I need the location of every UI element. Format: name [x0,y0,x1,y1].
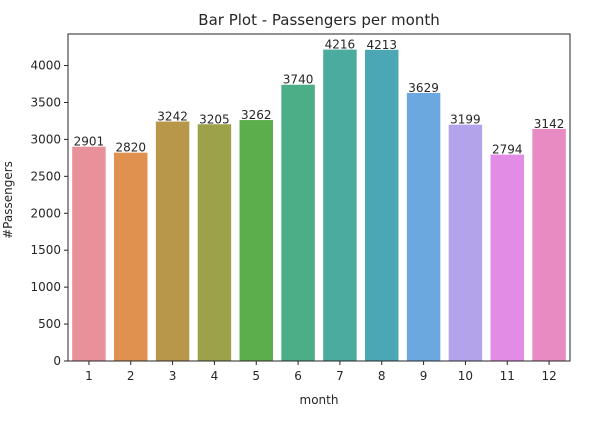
y-axis-title: #Passengers [1,161,15,239]
data-label-month-3: 3242 [157,110,188,124]
x-tick-label: 8 [378,369,386,383]
y-tick-label: 0 [53,354,61,368]
bar-month-3 [155,121,190,361]
data-label-month-6: 3740 [283,73,314,87]
y-tick-label: 3500 [30,95,61,109]
bar-month-9 [406,92,441,361]
data-label-month-5: 3262 [241,108,272,122]
x-tick-label: 11 [500,369,515,383]
y-tick-label: 2500 [30,169,61,183]
y-tick-label: 4000 [30,59,61,73]
bar-month-10 [448,124,483,362]
x-tick-label: 1 [85,369,93,383]
y-tick-label: 2000 [30,206,61,220]
y-tick-label: 3000 [30,132,61,146]
data-label-month-8: 4213 [366,38,397,52]
x-tick-label: 9 [420,369,428,383]
data-label-month-2: 2820 [115,141,146,155]
y-tick-label: 1500 [30,243,61,257]
plot-frame [67,33,571,362]
x-tick-label: 4 [211,369,219,383]
x-tick-label: 7 [336,369,344,383]
data-label-month-7: 4216 [325,38,356,52]
x-axis: 1 2 3 4 5 6 7 8 9 10 11 12 [85,361,557,383]
data-label-month-10: 3199 [450,113,481,127]
bar-month-7 [323,49,357,361]
x-tick-label: 12 [541,369,556,383]
bars-group [72,49,566,362]
data-label-month-4: 3205 [199,112,230,126]
bar-month-12 [532,128,566,361]
data-label-month-1: 2901 [74,135,105,149]
x-tick-label: 5 [252,369,260,383]
data-label-month-9: 3629 [408,81,439,95]
data-labels-group: 2901 2820 3242 3205 3262 3740 4216 4213 3629 3199… [74,38,565,157]
y-tick-label: 500 [38,317,61,331]
x-axis-title: month [300,393,339,407]
bar-month-5 [239,120,273,361]
data-label-month-12: 3142 [534,117,565,131]
bar-month-2 [114,152,148,361]
x-tick-label: 3 [169,369,177,383]
x-tick-label: 6 [294,369,302,383]
chart-title: Bar Plot - Passengers per month [198,11,439,29]
x-tick-label: 10 [458,369,473,383]
x-tick-label: 2 [127,369,135,383]
bar-month-11 [490,154,524,361]
bar-month-8 [365,49,399,361]
data-label-month-11: 2794 [492,143,523,157]
bar-month-4 [197,124,232,361]
y-axis: 0 500 1000 1500 2000 2500 3000 3500 4000 [30,59,68,368]
bar-month-6 [281,84,315,361]
bar-month-1 [72,146,106,361]
y-tick-label: 1000 [30,280,61,294]
